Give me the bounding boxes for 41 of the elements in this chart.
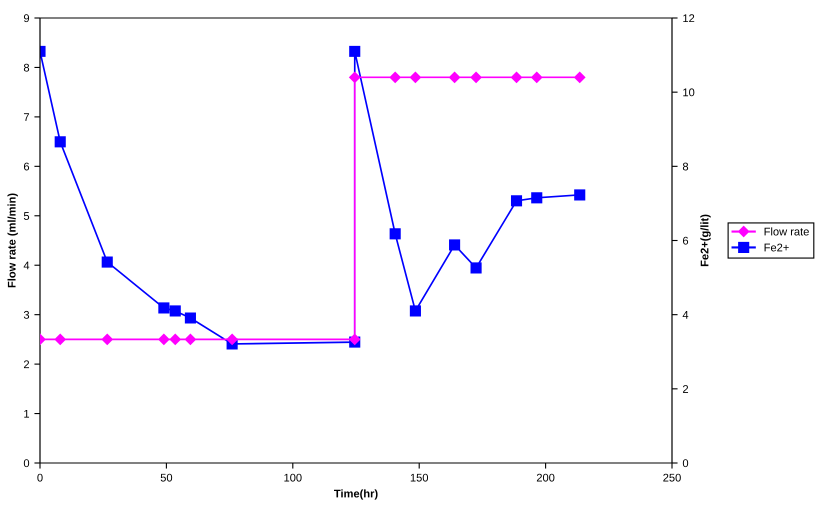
point — [349, 46, 360, 57]
x-axis-title: Time(hr) — [334, 489, 378, 500]
x-tick-label: 0 — [37, 474, 43, 482]
y2-tick-label: 2 — [682, 385, 688, 393]
x-tick-label: 50 — [160, 474, 172, 482]
y2-tick-label: 8 — [682, 162, 688, 170]
x-tick-label: 100 — [284, 474, 302, 482]
y-tick-label: 5 — [24, 212, 30, 220]
point — [410, 305, 421, 317]
point — [390, 228, 401, 240]
y-tick-label: 4 — [24, 262, 30, 270]
point — [470, 262, 482, 274]
point — [510, 195, 522, 206]
x-tick-label: 250 — [663, 474, 681, 482]
y-tick-label: 1 — [24, 410, 30, 418]
y2-tick-label: 12 — [683, 14, 694, 22]
point — [574, 189, 586, 200]
y-tick-label: 6 — [24, 162, 30, 170]
y2-tick-label: 6 — [682, 236, 688, 245]
point — [170, 305, 181, 317]
y-tick-label: 2 — [24, 360, 30, 368]
point — [54, 136, 66, 148]
x-tick-label: 200 — [536, 474, 554, 482]
y-tick-label: 0 — [24, 459, 30, 468]
point — [102, 256, 113, 268]
y-tick-label: 9 — [24, 14, 30, 22]
y-tick-label: 3 — [24, 310, 30, 319]
point — [158, 302, 170, 314]
y-tick-label: 8 — [24, 64, 30, 72]
legend-label: Fe2+ — [764, 244, 789, 252]
y2-tick-label: 10 — [683, 88, 694, 96]
point — [449, 239, 460, 251]
y2-tick-label: 4 — [682, 311, 688, 319]
y2-axis-title: Fe2+(g/lit) — [700, 214, 711, 266]
point — [184, 312, 196, 324]
x-tick-label: 150 — [410, 474, 428, 482]
legend-label: Flow rate — [764, 227, 809, 236]
point — [531, 192, 542, 204]
y-axis-title: Flow rate (ml/min) — [7, 194, 18, 288]
y-tick-label: 7 — [24, 113, 30, 121]
y2-tick-label: 0 — [682, 459, 688, 468]
